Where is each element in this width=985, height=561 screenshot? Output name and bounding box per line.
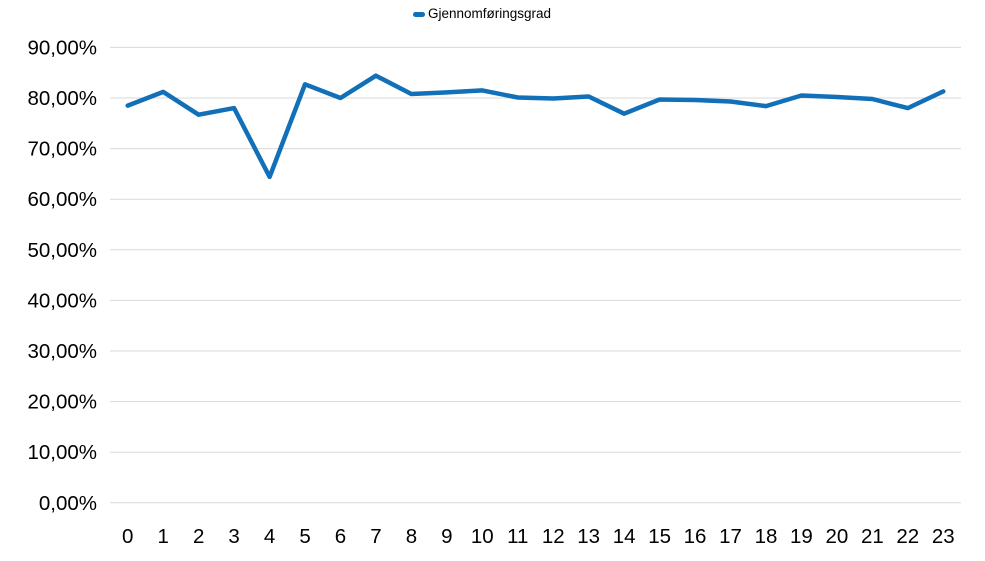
x-axis-tick-label: 0 <box>122 525 133 548</box>
x-axis-tick-label: 17 <box>719 525 742 548</box>
legend-label: Gjennomføringsgrad <box>428 6 552 21</box>
y-axis-tick-label: 0,00% <box>39 492 97 515</box>
y-axis-tick-label: 70,00% <box>27 138 97 161</box>
x-axis-labels: 0 1 2 3 4 5 6 7 8 9 10 11 12 13 14 15 16 17 18 19 20 21 22 23 <box>122 525 955 548</box>
x-axis-tick-label: 14 <box>613 525 636 548</box>
y-axis-tick-label: 90,00% <box>27 36 97 59</box>
x-axis-tick-label: 15 <box>648 525 671 548</box>
y-axis-tick-label: 20,00% <box>27 391 97 414</box>
y-axis-tick-label: 10,00% <box>27 441 97 464</box>
x-axis-tick-label: 8 <box>406 525 417 548</box>
x-axis-tick-label: 2 <box>193 525 204 548</box>
x-axis-tick-label: 22 <box>896 525 919 548</box>
y-axis-labels: 0,00% 10,00% 20,00% 30,00% 40,00% 50,00% 60,00… <box>27 36 97 514</box>
series-lines <box>125 73 946 180</box>
legend: Gjennomføringsgrad <box>413 5 551 23</box>
y-axis-tick-label: 60,00% <box>27 188 97 211</box>
x-axis-tick-label: 3 <box>228 525 239 548</box>
x-axis-tick-label: 6 <box>335 525 346 548</box>
x-axis-tick-label: 10 <box>471 525 494 548</box>
x-axis-tick-label: 13 <box>577 525 600 548</box>
x-axis-tick-label: 23 <box>932 525 955 548</box>
x-axis-tick-label: 7 <box>370 525 381 548</box>
x-axis-tick-label: 4 <box>264 525 275 548</box>
x-axis-tick-label: 5 <box>299 525 310 548</box>
x-axis-tick-label: 16 <box>684 525 707 548</box>
x-axis-tick-label: 20 <box>825 525 848 548</box>
x-axis-tick-label: 12 <box>542 525 565 548</box>
legend-line-swatch-icon <box>413 11 425 17</box>
x-axis-tick-label: 9 <box>441 525 452 548</box>
x-axis-tick-label: 1 <box>157 525 168 548</box>
x-axis-tick-label: 19 <box>790 525 813 548</box>
y-axis-tick-label: 40,00% <box>27 289 97 312</box>
y-axis-tick-label: 50,00% <box>27 239 97 262</box>
x-axis-tick-label: 11 <box>507 525 528 548</box>
y-axis-tick-label: 80,00% <box>27 87 97 110</box>
series-line-gjennomføringsgrad <box>125 73 946 180</box>
y-axis-tick-label: 30,00% <box>27 340 97 363</box>
x-axis-tick-label: 18 <box>755 525 778 548</box>
x-axis-tick-label: 21 <box>861 525 884 548</box>
